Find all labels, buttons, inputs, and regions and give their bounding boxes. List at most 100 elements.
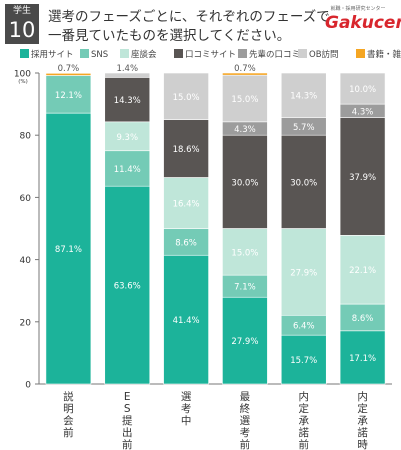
x-tick-label-char: E — [124, 391, 131, 403]
data-label: 12.1% — [55, 91, 82, 101]
bar-segment — [339, 330, 386, 385]
bar-segment — [222, 296, 268, 385]
data-label: 6.4% — [293, 322, 315, 332]
legend-swatch — [238, 49, 247, 58]
legend-swatch — [20, 49, 29, 58]
x-tick-label-char: 提 — [122, 415, 133, 427]
x-tick-label-char: 諾 — [357, 426, 368, 439]
bar-segment — [222, 72, 268, 76]
x-tick-label-char: 中 — [181, 414, 192, 427]
y-tick-label: 20 — [20, 318, 32, 328]
bar-segment — [280, 334, 327, 385]
legend-swatch — [174, 49, 183, 58]
bar-segment — [339, 72, 386, 105]
chart-legend: 採用サイト SNS 座談会 口コミサイト 先輩の口コミ OB訪問 書籍・雑誌 — [20, 49, 401, 63]
data-label: 18.6% — [173, 145, 200, 155]
badge-number: 10 — [8, 18, 36, 42]
bar-segment — [104, 72, 151, 78]
data-label: 15.7% — [290, 356, 317, 366]
x-tick-label-char: 出 — [122, 426, 133, 439]
legend-swatch — [298, 49, 307, 58]
data-label: 87.1% — [55, 245, 82, 255]
x-tick-label-char: 選 — [181, 390, 192, 403]
x-tick-label-char: 選 — [240, 414, 251, 427]
x-tick-label-char: 定 — [357, 402, 368, 415]
badge-label: 学生 — [12, 6, 31, 16]
x-tick-label-char: 内 — [357, 390, 368, 403]
data-label: 15.0% — [173, 93, 200, 103]
legend-label: OB訪問 — [309, 50, 339, 60]
data-label: 15.0% — [231, 248, 258, 258]
data-label: 14.3% — [290, 92, 317, 102]
bar-segment — [104, 185, 151, 385]
data-label: 17.1% — [349, 354, 376, 364]
bar-segment — [163, 119, 209, 178]
data-label: 63.6% — [114, 282, 141, 292]
legend-item: 先輩の口コミ — [238, 49, 300, 61]
legend-item: 口コミサイト — [174, 49, 236, 61]
legend-label: 採用サイト — [31, 50, 74, 60]
data-label: 11.4% — [114, 165, 141, 175]
data-label: 9.3% — [116, 133, 138, 143]
legend-label: 先輩の口コミ — [249, 50, 301, 60]
bar-segment — [339, 235, 386, 305]
bar-segment — [104, 77, 151, 123]
legend-item: SNS — [80, 49, 108, 61]
x-tick-label-char: 前 — [299, 438, 310, 450]
data-label: 8.6% — [352, 314, 374, 324]
legend-item: OB訪問 — [298, 49, 339, 61]
question-line-1: 選考のフェーズごとに、それぞれのフェーズで — [48, 9, 330, 25]
x-tick-label-char: 承 — [299, 415, 310, 427]
y-tick-label: 40 — [20, 256, 32, 266]
bar-segment — [222, 74, 268, 123]
data-label: 5.7% — [293, 123, 315, 133]
y-tick-label: 60 — [20, 194, 32, 204]
bar-segment — [163, 177, 209, 229]
gakucen-logo: 就職・採用研究センター Gakucen — [325, 6, 401, 33]
data-label: 37.9% — [349, 173, 376, 183]
data-label: 27.9% — [231, 337, 258, 347]
x-tick-label-char: S — [124, 403, 131, 415]
y-tick-label: 100 — [14, 70, 31, 80]
data-label: 14.3% — [114, 96, 141, 106]
x-tick-label-char: 諾 — [299, 426, 310, 439]
data-label: 15.0% — [231, 95, 258, 105]
x-tick-label-char: 説 — [63, 390, 74, 403]
x-tick-label-char: 会 — [63, 414, 74, 427]
data-label: 7.1% — [234, 283, 256, 293]
legend-item: 採用サイト — [20, 49, 74, 61]
bar-segment — [163, 228, 209, 256]
data-label: 41.4% — [173, 316, 200, 326]
y-tick-label: 80 — [20, 132, 32, 142]
y-tick-label: 0 — [25, 381, 31, 391]
bar-segment — [45, 73, 92, 76]
logo-wordmark: Gakucen — [325, 13, 401, 33]
data-label: 30.0% — [231, 178, 258, 188]
x-tick-label-char: 内 — [299, 390, 310, 403]
bar-segment — [339, 303, 386, 332]
legend-item: 書籍・雑誌 — [356, 49, 401, 61]
data-label: 4.3% — [352, 107, 374, 117]
x-tick-label-char: 最 — [240, 391, 251, 403]
x-tick-label-char: 終 — [240, 402, 251, 415]
bar-segment — [222, 228, 268, 276]
legend-item: 座談会 — [120, 49, 157, 61]
legend-swatch — [356, 49, 365, 58]
x-tick-label-char: 考 — [181, 403, 192, 415]
x-tick-label-char: 承 — [357, 415, 368, 427]
bar-segment — [163, 72, 209, 120]
legend-label: 口コミサイト — [185, 50, 237, 60]
data-label: 4.3% — [234, 125, 256, 135]
x-tick-label-char: 前 — [240, 438, 251, 450]
data-label: 30.0% — [290, 178, 317, 188]
bar-segment — [104, 121, 151, 152]
x-tick-label-char: 前 — [63, 426, 74, 439]
data-label: 0.7% — [58, 64, 80, 74]
data-label: 10.0% — [349, 85, 376, 95]
question-text: 選考のフェーズごとに、それぞれのフェーズで 一番見ていたものを選択してください。 — [48, 8, 330, 46]
data-label: 16.4% — [173, 199, 200, 209]
data-label: 8.6% — [175, 238, 197, 248]
bar-segment — [339, 117, 386, 236]
x-tick-label-char: 考 — [240, 427, 251, 439]
